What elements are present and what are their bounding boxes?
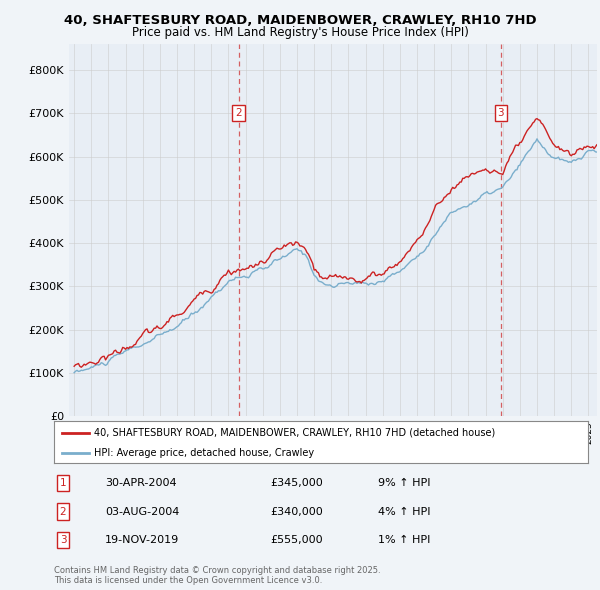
Text: 2: 2 [235, 109, 242, 119]
Text: £555,000: £555,000 [270, 535, 323, 545]
Text: 40, SHAFTESBURY ROAD, MAIDENBOWER, CRAWLEY, RH10 7HD (detached house): 40, SHAFTESBURY ROAD, MAIDENBOWER, CRAWL… [94, 428, 496, 438]
Text: 30-APR-2004: 30-APR-2004 [105, 478, 176, 488]
Text: Contains HM Land Registry data © Crown copyright and database right 2025.
This d: Contains HM Land Registry data © Crown c… [54, 566, 380, 585]
Text: 3: 3 [59, 535, 67, 545]
Text: 1% ↑ HPI: 1% ↑ HPI [378, 535, 430, 545]
Text: 1: 1 [59, 478, 67, 488]
Text: 03-AUG-2004: 03-AUG-2004 [105, 507, 179, 516]
Text: £340,000: £340,000 [270, 507, 323, 516]
Text: 9% ↑ HPI: 9% ↑ HPI [378, 478, 431, 488]
Text: HPI: Average price, detached house, Crawley: HPI: Average price, detached house, Craw… [94, 448, 314, 457]
Text: 4% ↑ HPI: 4% ↑ HPI [378, 507, 431, 516]
Text: 3: 3 [497, 109, 504, 119]
Text: Price paid vs. HM Land Registry's House Price Index (HPI): Price paid vs. HM Land Registry's House … [131, 26, 469, 39]
Text: 2: 2 [59, 507, 67, 516]
Text: £345,000: £345,000 [270, 478, 323, 488]
Text: 40, SHAFTESBURY ROAD, MAIDENBOWER, CRAWLEY, RH10 7HD: 40, SHAFTESBURY ROAD, MAIDENBOWER, CRAWL… [64, 14, 536, 27]
Text: 19-NOV-2019: 19-NOV-2019 [105, 535, 179, 545]
